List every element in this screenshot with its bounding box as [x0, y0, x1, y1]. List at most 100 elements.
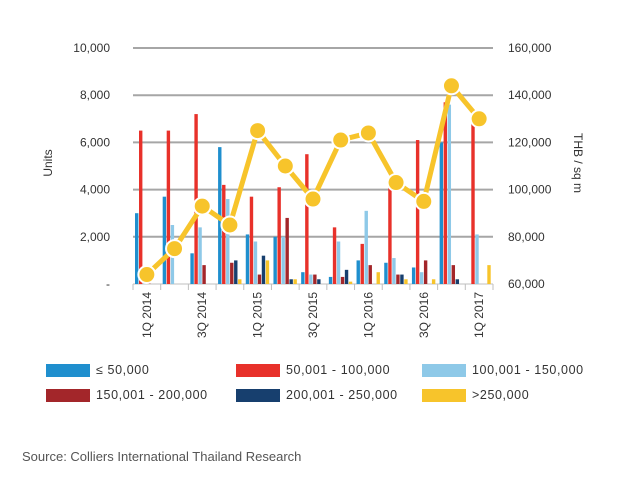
bar-6 — [265, 260, 270, 284]
bar-1 — [273, 236, 277, 284]
price-point — [386, 173, 406, 193]
price-point — [192, 196, 212, 216]
bar-6 — [376, 272, 380, 284]
x-tick-label: 3Q 2014 — [195, 292, 209, 338]
price-point — [165, 239, 185, 259]
bar-4 — [257, 274, 262, 284]
bar-3 — [392, 258, 396, 284]
bar-1 — [328, 276, 333, 284]
y-tick-label-left: 10,000 — [73, 41, 110, 55]
chart: - 2,000 4,000 6,000 8,000 10,000 60,000 80,000… — [41, 41, 585, 338]
bar-2 — [139, 130, 143, 284]
bar-5 — [317, 279, 321, 284]
bar-6 — [238, 279, 242, 284]
bar-3 — [364, 210, 368, 284]
legend-swatch — [422, 363, 466, 377]
y-axis-left-ticks: - 2,000 4,000 6,000 8,000 10,000 — [73, 41, 110, 291]
bar-3 — [475, 234, 479, 284]
y-axis-right-ticks: 60,000 80,000 100,000 120,000 140,000 160,000 — [508, 41, 552, 291]
bar-5 — [400, 274, 404, 284]
price-point — [220, 215, 240, 235]
bar-1 — [162, 196, 167, 284]
price-point — [469, 109, 489, 129]
legend-swatch — [236, 363, 280, 377]
y-axis-right-title: THB / sq m — [571, 133, 585, 193]
bar-2 — [471, 123, 475, 285]
price-point — [275, 156, 295, 176]
bar-3 — [419, 272, 424, 284]
legend-label: 100,001 - 150,000 — [472, 363, 584, 377]
price-point — [358, 123, 378, 143]
bar-4 — [313, 274, 317, 284]
gridlines — [133, 47, 493, 285]
x-axis-ticks: 1Q 2014 3Q 2014 1Q 2015 3Q 2015 1Q 2016 3Q 20… — [132, 284, 494, 338]
bar-3 — [198, 227, 202, 284]
legend-label: 200,001 - 250,000 — [286, 388, 398, 402]
bar-5 — [234, 260, 238, 284]
bar-1 — [411, 267, 416, 284]
bar-2 — [305, 154, 309, 284]
bar-5 — [261, 255, 266, 284]
bar-3 — [226, 199, 230, 284]
bar-4 — [202, 265, 206, 284]
bar-2 — [277, 187, 281, 284]
x-tick-label: 3Q 2016 — [417, 292, 431, 338]
x-tick-label: 3Q 2015 — [306, 292, 320, 338]
bar-6 — [487, 265, 491, 284]
price-point — [441, 76, 461, 96]
y-tick-label-left: 8,000 — [80, 88, 110, 102]
bar-2 — [360, 243, 364, 284]
legend-label: 50,001 - 100,000 — [286, 363, 391, 377]
bar-2 — [332, 227, 337, 284]
legend-item: 100,001 - 150,000 — [422, 362, 584, 378]
bar-1 — [135, 213, 139, 284]
bar-2 — [222, 184, 226, 284]
legend-item: 150,001 - 200,000 — [46, 387, 208, 403]
bar-5 — [344, 269, 349, 284]
y-tick-label-right: 140,000 — [508, 88, 552, 102]
bar-2 — [388, 184, 392, 284]
bar-4 — [340, 276, 345, 284]
legend-label: 150,001 - 200,000 — [96, 388, 208, 402]
price-point — [248, 121, 268, 141]
bar-1 — [356, 260, 360, 284]
bar-2 — [166, 130, 171, 284]
bar-4 — [396, 274, 400, 284]
price-point — [414, 191, 434, 211]
price-point — [331, 130, 351, 150]
bar-4 — [451, 265, 456, 284]
x-tick-label: 1Q 2016 — [361, 292, 375, 338]
bar-1 — [245, 234, 250, 284]
x-tick-label: 1Q 2015 — [251, 292, 265, 338]
bar-3 — [447, 104, 452, 284]
bar-5 — [289, 279, 293, 284]
legend-label: >250,000 — [472, 388, 530, 402]
bar-3 — [281, 236, 285, 284]
bar-3 — [253, 241, 258, 284]
legend-item: 50,001 - 100,000 — [236, 362, 390, 378]
bar-2 — [443, 102, 448, 284]
price-point — [303, 189, 323, 209]
y-tick-label-left: 4,000 — [80, 183, 110, 197]
legend-swatch — [236, 388, 280, 402]
price-line — [137, 76, 489, 285]
bar-1 — [190, 253, 194, 284]
bar-6 — [293, 279, 297, 284]
y-tick-label-right: 120,000 — [508, 135, 552, 149]
y-tick-label-right: 160,000 — [508, 41, 552, 55]
legend-label: ≤ 50,000 — [96, 363, 150, 377]
legend-item: ≤ 50,000 — [46, 362, 149, 378]
bar-6 — [404, 279, 408, 284]
bar-6 — [348, 281, 353, 284]
bar-2 — [415, 140, 420, 284]
legend-item: >250,000 — [422, 387, 529, 403]
bar-2 — [249, 196, 254, 284]
legend-swatch — [46, 363, 90, 377]
y-tick-label-right: 60,000 — [508, 277, 545, 291]
y-tick-label-left: 2,000 — [80, 230, 110, 244]
bar-4 — [423, 260, 428, 284]
legend-item: 200,001 - 250,000 — [236, 387, 398, 403]
bar-1 — [384, 262, 388, 284]
source-note: Source: Colliers International Thailand … — [22, 449, 302, 464]
x-tick-label: 1Q 2014 — [140, 292, 154, 338]
